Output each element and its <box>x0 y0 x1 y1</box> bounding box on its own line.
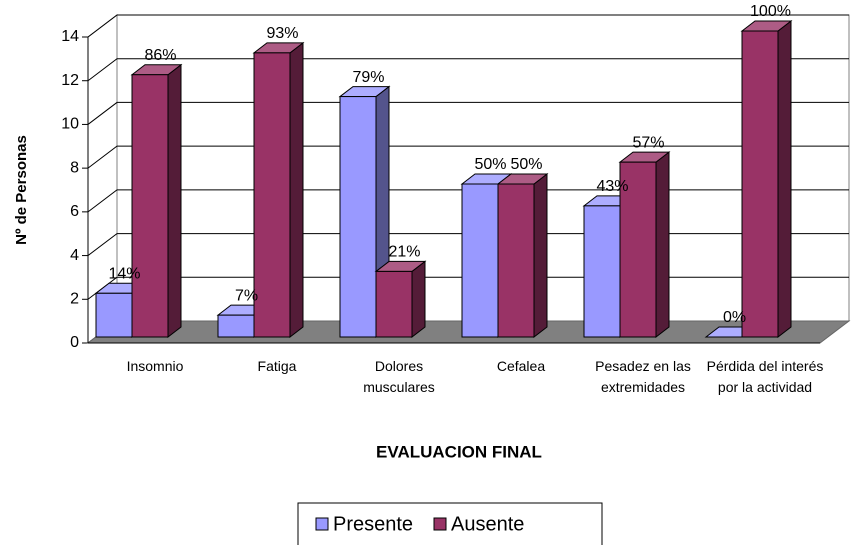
legend-label: Presente <box>333 513 413 535</box>
value-label: 7% <box>235 287 258 304</box>
y-tick-label: 12 <box>61 72 79 89</box>
bar-front <box>497 183 535 338</box>
value-label: 21% <box>388 244 420 261</box>
bar <box>374 260 427 339</box>
legend-swatch <box>433 517 447 531</box>
bar-front <box>741 30 779 338</box>
bar <box>130 63 183 339</box>
y-tick-label: 14 <box>61 28 79 45</box>
x-tick-label: Pesadez en las extremidades <box>595 358 691 395</box>
value-label: 93% <box>266 25 298 42</box>
bar-side <box>167 63 182 339</box>
y-axis-title: Nº de Personas <box>13 135 30 245</box>
bar-front <box>253 52 291 338</box>
grid-line <box>87 101 849 125</box>
value-label: 86% <box>144 47 176 64</box>
bar-front <box>339 96 377 338</box>
bar-front <box>619 161 657 338</box>
bar-side <box>655 151 670 339</box>
bar <box>740 19 793 339</box>
bar <box>252 41 305 339</box>
bar-front <box>131 74 169 338</box>
grid-line <box>87 14 849 38</box>
value-label: 100% <box>750 3 791 20</box>
grid-line <box>87 189 849 213</box>
value-label: 57% <box>632 134 664 151</box>
value-label: 79% <box>352 69 384 86</box>
y-tick-label: 0 <box>70 334 79 351</box>
bar-front <box>461 183 499 338</box>
legend-swatch <box>315 517 329 531</box>
bar-side <box>411 260 426 339</box>
legend-label: Ausente <box>451 513 524 535</box>
bar-side <box>533 172 548 339</box>
x-axis-title: EVALUACION FINAL <box>376 442 542 461</box>
y-tick-label: 2 <box>70 291 79 308</box>
value-label: 43% <box>596 178 628 195</box>
y-tick-label: 4 <box>70 247 79 264</box>
value-label: 50% <box>474 156 506 173</box>
x-tick-label: Insomnio <box>126 358 184 374</box>
value-label: 0% <box>723 309 746 326</box>
bar-side <box>777 19 792 339</box>
bar-side <box>289 41 304 339</box>
bar <box>618 151 671 339</box>
bar-front <box>217 314 255 338</box>
legend-box <box>297 502 603 545</box>
y-tick-label: 10 <box>61 116 79 133</box>
bar-front <box>95 292 133 338</box>
bar <box>496 172 549 339</box>
grid-line <box>87 58 849 82</box>
y-tick-label: 8 <box>70 159 79 176</box>
x-tick-label: Dolores musculares <box>363 358 435 395</box>
x-tick-label: Fatiga <box>257 358 297 374</box>
value-label: 50% <box>510 156 542 173</box>
bar-front <box>375 270 413 338</box>
grid-line <box>87 145 849 169</box>
value-label: 14% <box>108 266 140 283</box>
y-tick-label: 6 <box>70 203 79 220</box>
x-tick-label: Pérdida del interés por la actividad <box>706 358 824 395</box>
x-tick-label: Cefalea <box>496 358 546 374</box>
bar-front <box>583 205 621 338</box>
